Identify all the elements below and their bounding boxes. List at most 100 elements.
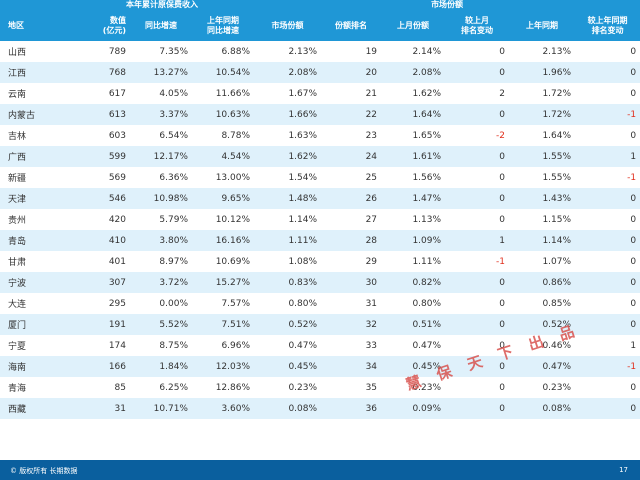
table-row: 大连 295 0.00% 7.57% 0.80% 31 0.80% 0 0.85% 0 (0, 293, 640, 314)
cell-last-yoy: 3.60% (192, 398, 255, 419)
cell-value: 546 (70, 188, 130, 209)
cell-region: 贵州 (8, 216, 27, 226)
cell-last-year-share: 1.64% (542, 130, 572, 141)
cell-last-yoy: 11.66% (215, 88, 251, 99)
cell-last-year-share: 0.23% (542, 382, 572, 393)
cell-last-month-share: 1.61% (381, 146, 446, 167)
cell-last-month-share: 0.47% (412, 340, 442, 351)
table-row: 山西 789 7.35% 6.88% 2.13% 19 2.14% 0 2.13% 0 (0, 41, 640, 62)
cell-share: 1.14% (288, 214, 318, 225)
cell-last-year-share: 1.15% (542, 214, 572, 225)
table-row: 贵州 420 5.79% 10.12% 1.14% 27 1.13% 0 1.15% 0 (0, 209, 640, 230)
cell-last-year-share: 1.43% (509, 188, 576, 209)
cell-last-month-share: 1.13% (412, 214, 442, 225)
cell-rank-change-month: 0 (445, 188, 510, 209)
cell-yoy: 10.98% (130, 188, 192, 209)
cell-value: 31 (70, 398, 130, 419)
cell-rank-change-month: -2 (496, 130, 506, 141)
cell-last-month-share: 0.80% (412, 298, 442, 309)
cell-rank-change-year: 0 (575, 272, 640, 293)
header-group-premium: 本年累计原保费收入 (70, 0, 255, 10)
cell-last-month-share: 1.62% (412, 88, 442, 99)
cell-rank: 30 (321, 272, 382, 293)
cell-rank: 20 (321, 62, 382, 83)
cell-rank: 32 (321, 314, 382, 335)
cell-last-year-share: 1.14% (509, 230, 576, 251)
cell-rank-change-year: 1 (630, 340, 637, 351)
cell-last-month-share: 1.11% (412, 256, 442, 267)
cell-last-month-share: 1.47% (381, 188, 446, 209)
table-row: 广西 599 12.17% 4.54% 1.62% 24 1.61% 0 1.55% 1 (0, 146, 640, 167)
cell-rank-change-month: 2 (499, 88, 506, 99)
table-row: 青岛 410 3.80% 16.16% 1.11% 28 1.09% 1 1.14% 0 (0, 230, 640, 251)
cell-region: 宁夏 (8, 342, 27, 352)
cell-rank-change-month: -1 (496, 256, 506, 267)
cell-last-month-share: 2.08% (381, 62, 446, 83)
cell-region: 青海 (8, 384, 27, 394)
col-header-yoy: 同比增速 (130, 10, 192, 41)
cell-yoy: 4.05% (159, 88, 188, 99)
cell-region: 甘肃 (8, 258, 27, 268)
cell-rank: 27 (365, 214, 378, 225)
cell-rank: 36 (321, 398, 382, 419)
cell-rank: 28 (321, 230, 382, 251)
col-header-value: 数值 (亿元) (70, 10, 130, 41)
table-row: 青海 85 6.25% 12.86% 0.23% 35 0.23% 0 0.23% 0 (0, 377, 640, 398)
cell-yoy: 6.36% (159, 172, 188, 183)
cell-yoy: 8.97% (159, 256, 188, 267)
cell-value: 191 (70, 314, 130, 335)
cell-rank-change-year: 0 (630, 46, 637, 57)
table-row: 新疆 569 6.36% 13.00% 1.54% 25 1.56% 0 1.55% -1 (0, 167, 640, 188)
cell-share: 1.63% (288, 130, 318, 141)
cell-share: 2.13% (288, 46, 318, 57)
cell-last-year-share: 1.07% (542, 256, 572, 267)
col-header-rank-change-month: 较上月 排名变动 (445, 10, 510, 41)
cell-region: 山西 (8, 48, 27, 58)
cell-share: 1.48% (254, 188, 322, 209)
cell-rank-change-month: 0 (499, 172, 506, 183)
cell-share: 0.52% (254, 314, 322, 335)
footer-copyright: © 版权所有 长期数据 (10, 467, 78, 475)
table-row: 天津 546 10.98% 9.65% 1.48% 26 1.47% 0 1.43% 0 (0, 188, 640, 209)
cell-yoy: 6.25% (159, 382, 188, 393)
cell-last-month-share: 0.45% (381, 356, 446, 377)
cell-rank: 33 (365, 340, 378, 351)
cell-rank-change-year: 0 (630, 298, 637, 309)
cell-last-yoy: 10.12% (215, 214, 251, 225)
col-header-rank: 份额排名 (321, 10, 382, 41)
cell-share: 0.23% (288, 382, 318, 393)
cell-share: 0.80% (288, 298, 318, 309)
cell-value: 613 (70, 104, 130, 125)
cell-last-month-share: 0.23% (412, 382, 442, 393)
cell-rank: 35 (365, 382, 378, 393)
cell-last-year-share: 1.72% (542, 88, 572, 99)
cell-last-yoy: 10.63% (192, 104, 255, 125)
cell-rank: 29 (365, 256, 378, 267)
cell-rank-change-year: -1 (575, 104, 640, 125)
cell-rank-change-year: 0 (630, 256, 637, 267)
table-row: 海南 166 1.84% 12.03% 0.45% 34 0.45% 0 0.47% -1 (0, 356, 640, 377)
header-group-share: 市场份额 (254, 0, 640, 10)
cell-rank: 31 (365, 298, 378, 309)
cell-yoy: 3.80% (130, 230, 192, 251)
col-header-last-year-share: 上年同期 (509, 10, 576, 41)
cell-rank: 23 (365, 130, 378, 141)
cell-value: 789 (108, 46, 126, 57)
cell-region: 江西 (0, 62, 70, 83)
cell-yoy: 7.35% (159, 46, 188, 57)
cell-last-yoy: 6.88% (221, 46, 251, 57)
cell-last-yoy: 7.57% (221, 298, 251, 309)
cell-value: 617 (108, 88, 126, 99)
cell-last-year-share: 1.72% (509, 104, 576, 125)
cell-rank: 22 (321, 104, 382, 125)
cell-rank-change-year: 0 (575, 188, 640, 209)
header-spacer (0, 0, 70, 10)
cell-rank-change-month: 0 (499, 382, 506, 393)
cell-value: 307 (70, 272, 130, 293)
cell-rank-change-year: 0 (575, 398, 640, 419)
cell-last-yoy: 4.54% (192, 146, 255, 167)
cell-share: 0.45% (254, 356, 322, 377)
cell-rank-change-month: 0 (445, 104, 510, 125)
cell-last-month-share: 1.56% (412, 172, 442, 183)
cell-share: 0.47% (288, 340, 318, 351)
